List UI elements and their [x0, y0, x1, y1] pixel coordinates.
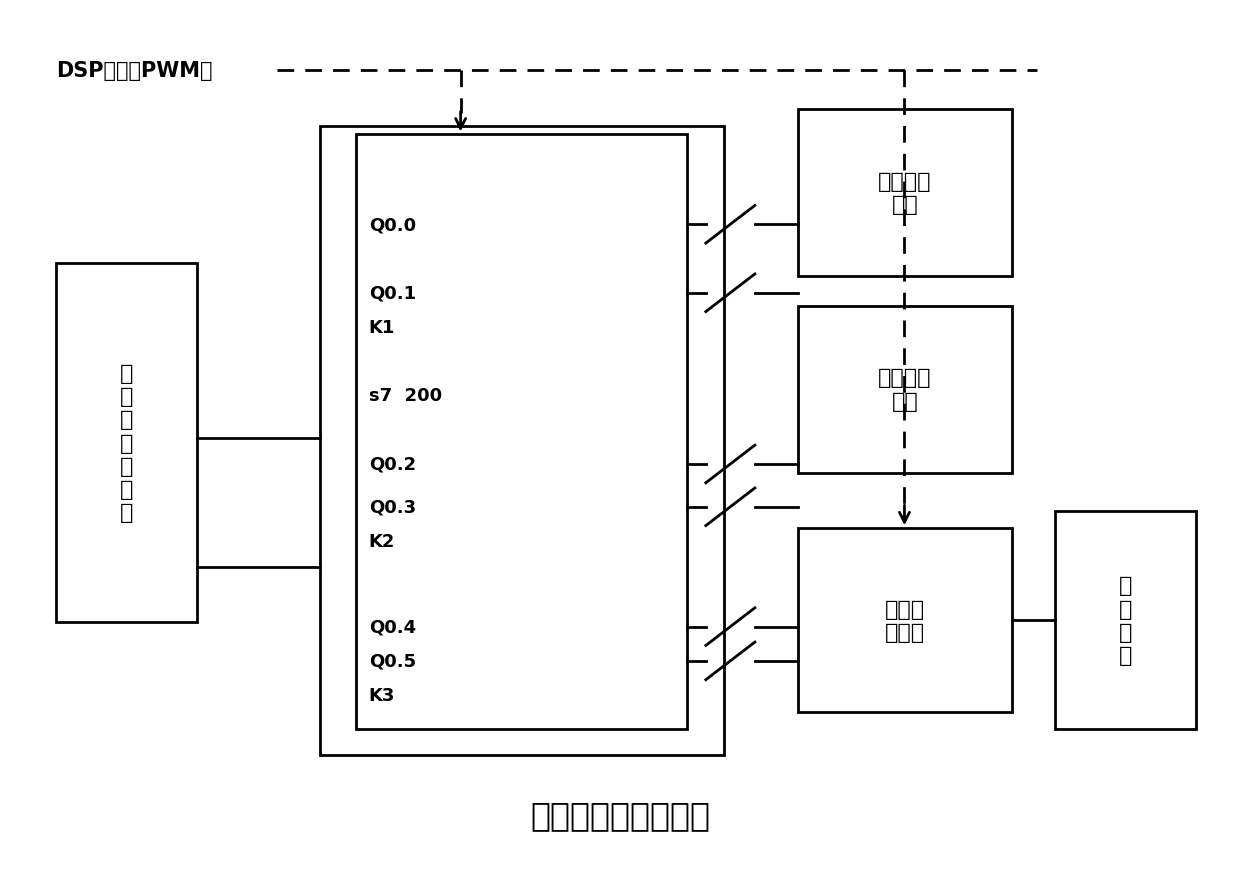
Text: K1: K1	[368, 319, 396, 336]
Text: Q0.4: Q0.4	[368, 618, 415, 636]
Bar	[320, 127, 724, 755]
Text: DSP发出的PWM波: DSP发出的PWM波	[56, 61, 212, 81]
Text: s7  200: s7 200	[368, 387, 441, 405]
Text: Q0.2: Q0.2	[368, 455, 415, 474]
Text: Q0.3: Q0.3	[368, 498, 415, 516]
Text: Q0.1: Q0.1	[368, 284, 415, 302]
Bar	[797, 306, 1012, 473]
Bar	[797, 528, 1012, 713]
Bar	[356, 136, 687, 729]
Text: 抽水蓄能
装置: 抽水蓄能 装置	[878, 171, 931, 215]
Text: 风
光
互
补
控
制
器: 风 光 互 补 控 制 器	[120, 363, 133, 522]
Text: Q0.0: Q0.0	[368, 216, 415, 234]
Text: 蓄电池
控制器: 蓄电池 控制器	[885, 599, 925, 642]
Text: 飞轮储能
装置: 飞轮储能 装置	[878, 368, 931, 411]
Bar	[797, 109, 1012, 276]
Text: Q0.5: Q0.5	[368, 652, 415, 670]
Text: 蓄
电
池
组: 蓄 电 池 组	[1118, 576, 1132, 666]
Text: 本地储能单元控制器: 本地储能单元控制器	[529, 799, 711, 832]
Bar	[1055, 512, 1197, 729]
Text: K2: K2	[368, 533, 396, 550]
Bar	[56, 263, 197, 622]
Text: K3: K3	[368, 687, 396, 704]
